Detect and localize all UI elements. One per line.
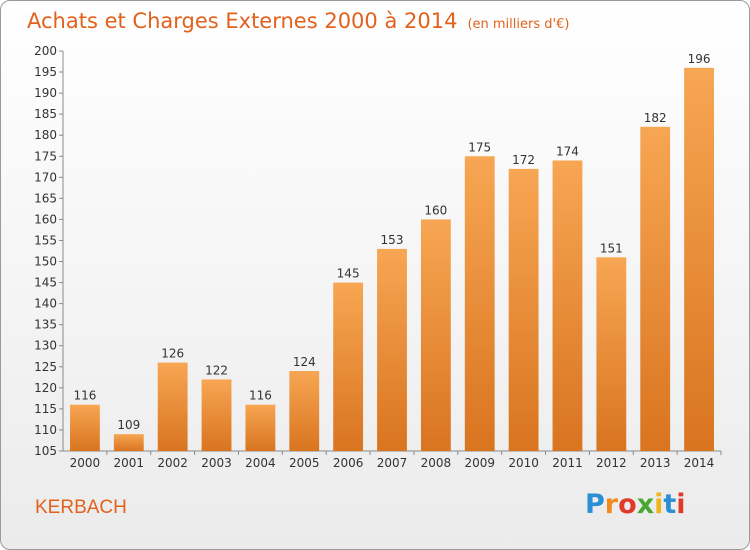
bar-value-label: 151 (600, 241, 623, 255)
bar-value-label: 126 (161, 347, 184, 361)
x-tick-label: 2012 (596, 456, 627, 470)
x-tick-label: 2009 (464, 456, 495, 470)
bar-value-label: 196 (688, 52, 711, 66)
x-tick-label: 2001 (114, 456, 145, 470)
x-tick-label: 2007 (377, 456, 408, 470)
logo-letter: P (585, 489, 605, 520)
bar-value-label: 122 (205, 363, 228, 377)
y-tick-label: 170 (34, 170, 57, 184)
title-unit: (en milliers d'€) (467, 17, 570, 32)
bar-2014 (684, 67, 714, 451)
y-tick-label: 165 (34, 191, 57, 205)
logo-letter: i (654, 489, 664, 520)
bar-value-label: 109 (117, 418, 140, 432)
y-tick-label: 190 (34, 86, 57, 100)
bar-2008 (420, 219, 451, 451)
y-tick-label: 105 (34, 444, 57, 458)
chart-title: Achats et Charges Externes 2000 à 2014 (e… (27, 9, 569, 33)
bar-2004 (245, 404, 276, 451)
y-tick-label: 125 (34, 360, 57, 374)
logo-letter: t (663, 489, 677, 520)
bar-value-label: 174 (556, 144, 579, 158)
bar-2010 (508, 168, 539, 452)
bars: 116 109 126 122 116 124 145 153 160 175 172 174 151 1… (70, 52, 714, 452)
y-tick-label: 150 (34, 255, 57, 269)
logo-letter: o (618, 489, 637, 520)
bar-value-label: 116 (73, 389, 96, 403)
bar-value-label: 145 (337, 267, 360, 281)
bar-2006 (333, 282, 364, 451)
bar-2005 (289, 371, 320, 451)
y-tick-label: 185 (34, 107, 57, 121)
x-tick-label: 2002 (157, 456, 188, 470)
axes: 105 110 115 120 125 130 135 140 145 150 155 160 165 1… (34, 44, 722, 470)
x-tick-label: 2000 (70, 456, 101, 470)
y-tick-label: 155 (34, 233, 57, 247)
bar-2013 (640, 126, 671, 451)
bar-2011 (552, 160, 583, 451)
y-tick-label: 115 (34, 402, 57, 416)
y-tick-label: 130 (34, 339, 57, 353)
bar-2012 (596, 257, 627, 451)
bar-value-label: 116 (249, 389, 272, 403)
x-tick-label: 2011 (552, 456, 583, 470)
y-tick-label: 120 (34, 381, 57, 395)
bar-2009 (464, 156, 495, 451)
x-tick-label: 2014 (684, 456, 715, 470)
y-tick-label: 195 (34, 65, 57, 79)
y-tick-label: 175 (34, 149, 57, 163)
x-tick-label: 2006 (333, 456, 364, 470)
y-tick-label: 140 (34, 297, 57, 311)
bar-value-label: 175 (468, 140, 491, 154)
bar-value-label: 172 (512, 153, 535, 167)
x-tick-label: 2013 (640, 456, 671, 470)
logo-letter: x (636, 489, 655, 520)
x-tick-label: 2008 (421, 456, 452, 470)
x-tick-label: 2004 (245, 456, 276, 470)
proxiti-logo: Proxiti (585, 489, 686, 520)
title-text: Achats et Charges Externes 2000 à 2014 (27, 9, 458, 33)
bar-value-label: 153 (381, 233, 404, 247)
y-tick-label: 110 (34, 423, 57, 437)
bar-2003 (201, 379, 232, 451)
y-tick-label: 135 (34, 318, 57, 332)
logo-letter: r (604, 489, 619, 520)
bar-value-label: 124 (293, 355, 316, 369)
x-tick-label: 2003 (201, 456, 232, 470)
bar-2007 (377, 248, 407, 451)
commune-name: KERBACH (35, 497, 127, 518)
logo-letter: i (676, 489, 686, 520)
bar-value-label: 160 (424, 203, 447, 217)
y-tick-label: 145 (34, 276, 57, 290)
bar-2001 (113, 434, 144, 451)
y-tick-label: 200 (34, 44, 57, 58)
bar-2000 (70, 404, 100, 451)
bar-2002 (157, 362, 188, 451)
y-tick-label: 180 (34, 128, 57, 142)
x-tick-label: 2005 (289, 456, 320, 470)
x-tick-label: 2010 (508, 456, 539, 470)
bar-value-label: 182 (644, 111, 667, 125)
y-tick-label: 160 (34, 212, 57, 226)
